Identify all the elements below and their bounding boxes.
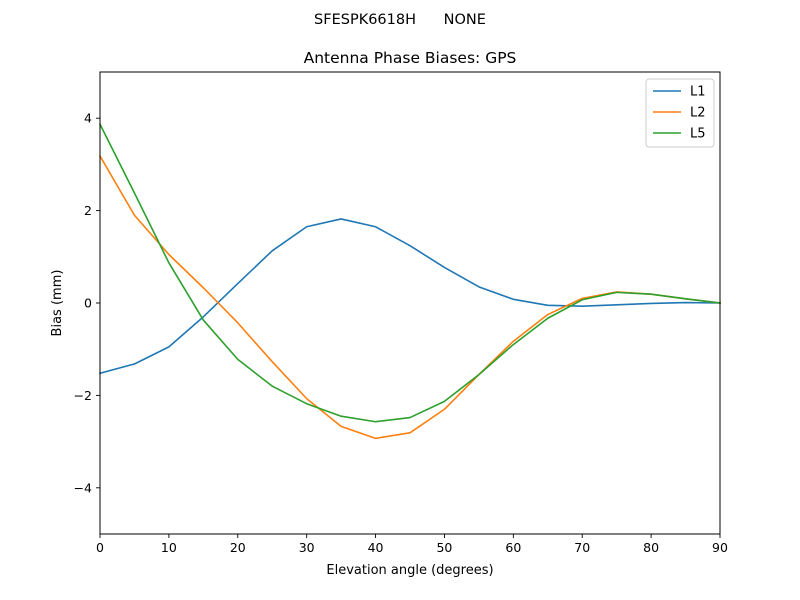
series-line-l1 bbox=[99, 218, 721, 375]
x-axis: 0 10 20 30 40 50 60 70 80 90 bbox=[96, 534, 728, 555]
legend-label-l5: L5 bbox=[690, 127, 706, 142]
x-tick-label: 40 bbox=[368, 540, 384, 555]
legend: L1 L2 L5 bbox=[645, 78, 715, 148]
y-axis-label: Bias (mm) bbox=[50, 270, 65, 337]
x-tick-label: 10 bbox=[161, 540, 177, 555]
x-tick-label: 20 bbox=[230, 540, 246, 555]
x-tick-label: 90 bbox=[712, 540, 728, 555]
x-tick-label: 0 bbox=[96, 540, 104, 555]
series-lines bbox=[98, 123, 721, 440]
x-tick-label: 70 bbox=[574, 540, 590, 555]
y-axis: −4 −2 0 2 4 bbox=[74, 111, 100, 495]
legend-label-l1: L1 bbox=[690, 85, 706, 100]
x-tick-label: 60 bbox=[505, 540, 521, 555]
y-tick-label: 0 bbox=[84, 296, 92, 311]
legend-box bbox=[645, 78, 715, 148]
x-tick-label: 50 bbox=[436, 540, 452, 555]
legend-label-l2: L2 bbox=[690, 106, 706, 121]
figure-suptitle: SFESPK6618H NONE bbox=[314, 12, 486, 28]
y-tick-label: −4 bbox=[74, 480, 92, 495]
y-tick-label: 4 bbox=[84, 111, 92, 126]
x-tick-label: 80 bbox=[643, 540, 659, 555]
y-tick-label: −2 bbox=[74, 388, 92, 403]
x-tick-label: 30 bbox=[299, 540, 315, 555]
x-axis-label: Elevation angle (degrees) bbox=[326, 563, 493, 578]
chart-title: Antenna Phase Biases: GPS bbox=[304, 49, 517, 67]
series-line-l5 bbox=[98, 123, 721, 423]
y-tick-label: 2 bbox=[84, 203, 92, 218]
